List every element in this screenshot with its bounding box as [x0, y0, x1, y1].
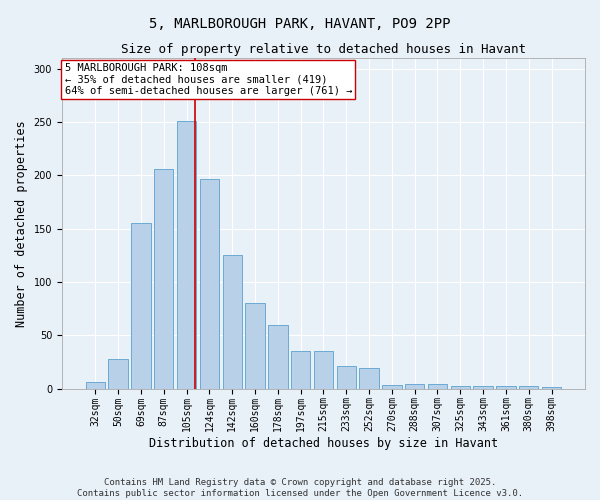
Bar	[314, 351, 333, 389]
Bar	[496, 386, 515, 388]
Bar	[268, 324, 287, 388]
X-axis label: Distribution of detached houses by size in Havant: Distribution of detached houses by size …	[149, 437, 498, 450]
Bar	[200, 178, 219, 388]
Bar	[451, 386, 470, 388]
Text: 5 MARLBOROUGH PARK: 108sqm
← 35% of detached houses are smaller (419)
64% of sem: 5 MARLBOROUGH PARK: 108sqm ← 35% of deta…	[65, 63, 352, 96]
Bar	[131, 224, 151, 388]
Bar	[428, 384, 447, 388]
Bar	[473, 386, 493, 388]
Bar	[177, 121, 196, 388]
Bar	[359, 368, 379, 388]
Text: Contains HM Land Registry data © Crown copyright and database right 2025.
Contai: Contains HM Land Registry data © Crown c…	[77, 478, 523, 498]
Bar	[291, 351, 310, 389]
Bar	[337, 366, 356, 388]
Bar	[154, 169, 173, 388]
Bar	[109, 358, 128, 388]
Bar	[223, 256, 242, 388]
Bar	[382, 386, 401, 388]
Text: 5, MARLBOROUGH PARK, HAVANT, PO9 2PP: 5, MARLBOROUGH PARK, HAVANT, PO9 2PP	[149, 18, 451, 32]
Bar	[86, 382, 105, 388]
Bar	[405, 384, 424, 388]
Bar	[519, 386, 538, 388]
Y-axis label: Number of detached properties: Number of detached properties	[15, 120, 28, 326]
Bar	[245, 304, 265, 388]
Title: Size of property relative to detached houses in Havant: Size of property relative to detached ho…	[121, 42, 526, 56]
